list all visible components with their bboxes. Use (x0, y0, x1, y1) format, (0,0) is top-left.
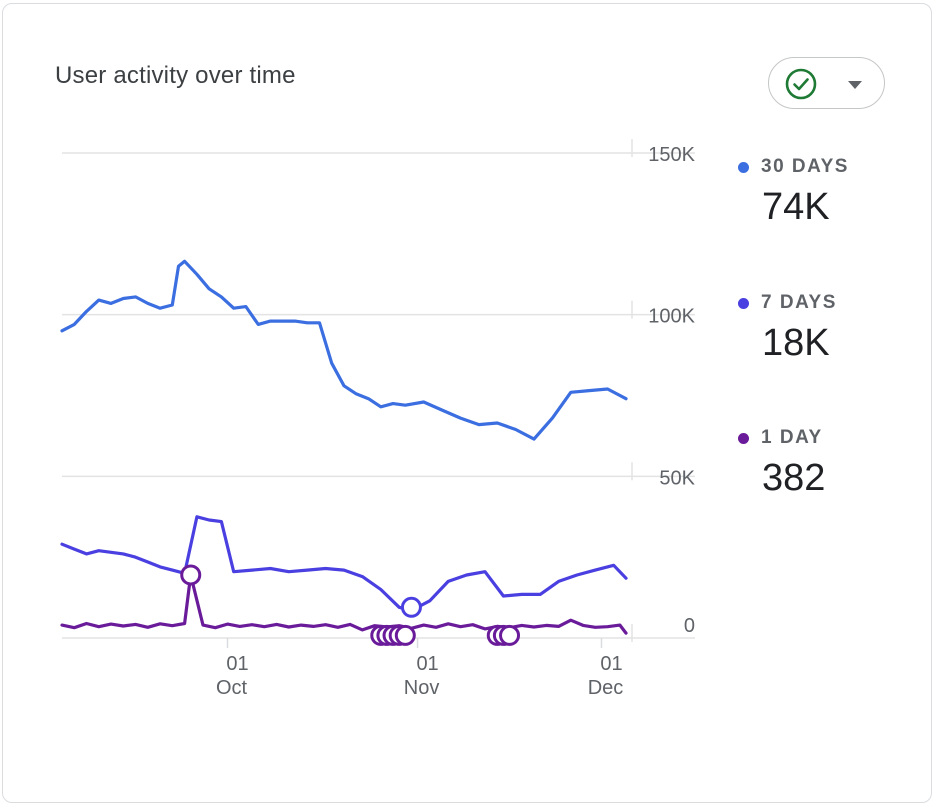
legend-dot-30-days (738, 161, 749, 173)
anomaly-marker[interactable] (499, 624, 521, 646)
caret-down-icon (848, 81, 862, 89)
legend-dot-1-day (738, 432, 749, 444)
x-tick-month: Nov (404, 677, 440, 699)
legend-label-7-days: 7 DAYS (761, 292, 837, 313)
anomaly-marker[interactable] (394, 624, 416, 646)
y-tick-label: 50K (659, 467, 695, 489)
legend-value-7-days: 18K (762, 322, 830, 364)
series-line-1-day (60, 573, 628, 635)
legend-value-1-day: 382 (762, 457, 826, 499)
x-tick-month: Oct (216, 677, 248, 699)
series-lines (60, 259, 628, 635)
legend-dot-7-days (738, 297, 749, 309)
y-axis-labels: 0 50K 100K 150K (648, 144, 695, 637)
legend-label-30-days: 30 DAYS (761, 156, 849, 177)
legend-label-1-day: 1 DAY (761, 427, 823, 448)
legend-value-30-days: 74K (762, 186, 830, 228)
card-title: User activity over time (55, 62, 296, 89)
check-circle-icon (785, 68, 817, 100)
x-tick-day: 01 (600, 653, 622, 675)
anomaly-marker[interactable] (180, 564, 202, 586)
legend-item-1-day: 1 DAY 382 (738, 427, 825, 500)
anomaly-marker[interactable] (400, 596, 422, 618)
legend-item-7-days: 7 DAYS 18K (738, 292, 837, 365)
comparison-filter-button[interactable] (768, 57, 885, 109)
series-line-30-days (60, 259, 628, 441)
y-tick-label: 0 (684, 615, 695, 637)
x-tick-day: 01 (416, 653, 438, 675)
x-tick-day: 01 (226, 653, 248, 675)
x-tick-month: Dec (588, 677, 624, 699)
legend-item-30-days: 30 DAYS 74K (738, 156, 849, 229)
anomaly-markers (180, 564, 521, 646)
y-tick-label: 100K (648, 306, 695, 328)
y-tick-label: 150K (648, 144, 695, 166)
series-line-7-days (60, 515, 628, 613)
user-activity-card: User activity over time (2, 3, 932, 803)
